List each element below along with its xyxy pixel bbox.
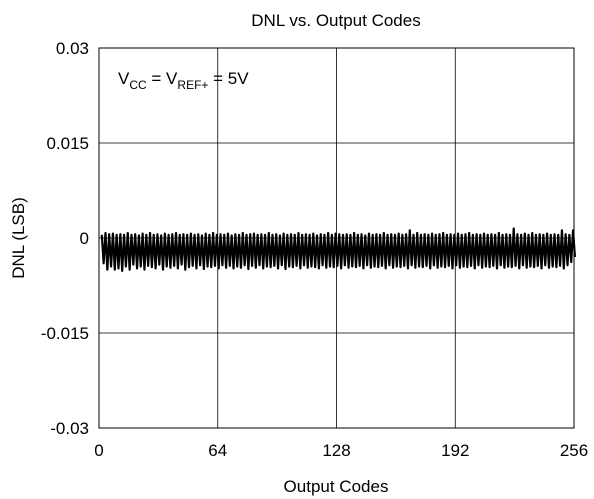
x-tick-label: 256 <box>560 441 588 460</box>
anno-sub-cc: CC <box>129 78 147 92</box>
x-tick-label: 128 <box>322 441 350 460</box>
x-tick-label: 192 <box>441 441 469 460</box>
condition-annotation: VCC = VREF+ = 5V <box>118 69 249 92</box>
x-tick-label: 0 <box>94 441 103 460</box>
anno-v1: V <box>118 69 130 88</box>
y-tick-label: 0 <box>80 229 89 248</box>
y-tick-label: -0.03 <box>50 419 89 438</box>
anno-rest: = 5V <box>208 69 249 88</box>
y-axis-ticks: 0.03 0.015 0 -0.015 -0.03 <box>41 39 89 438</box>
x-axis-title: Output Codes <box>284 477 389 496</box>
anno-sub-ref: REF+ <box>177 78 208 92</box>
chart-title: DNL vs. Output Codes <box>251 11 420 30</box>
x-axis-ticks: 0 64 128 192 256 <box>94 441 588 460</box>
anno-eq: = V <box>147 69 178 88</box>
y-axis-title: DNL (LSB) <box>9 197 28 279</box>
dnl-series-line <box>100 227 577 273</box>
y-tick-label: 0.015 <box>46 134 89 153</box>
y-tick-label: 0.03 <box>56 39 89 58</box>
x-tick-label: 64 <box>208 441 227 460</box>
y-tick-label: -0.015 <box>41 324 89 343</box>
